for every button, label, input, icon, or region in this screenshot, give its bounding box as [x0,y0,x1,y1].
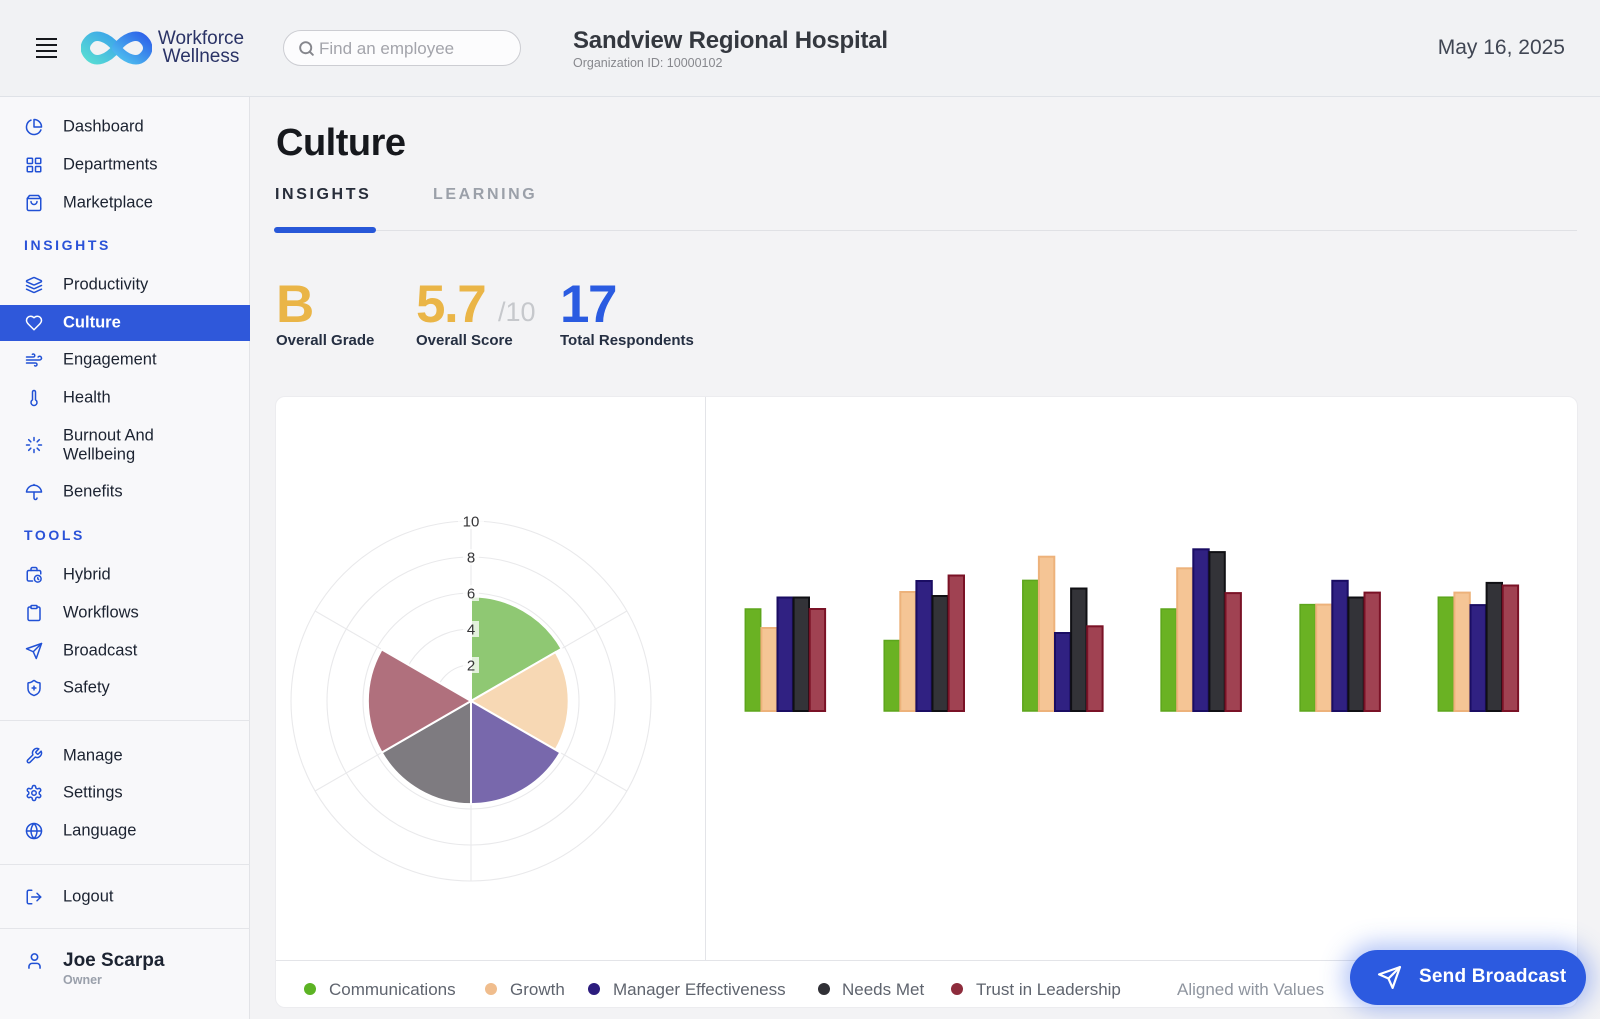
svg-text:10: 10 [463,513,480,530]
svg-text:2: 2 [467,657,475,674]
svg-text:6: 6 [467,585,475,602]
svg-text:4: 4 [467,621,475,638]
svg-text:8: 8 [467,549,475,566]
